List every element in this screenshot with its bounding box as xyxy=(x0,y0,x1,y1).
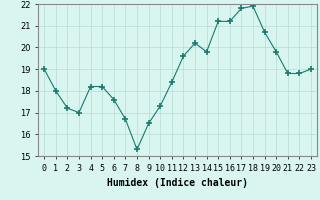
X-axis label: Humidex (Indice chaleur): Humidex (Indice chaleur) xyxy=(107,178,248,188)
